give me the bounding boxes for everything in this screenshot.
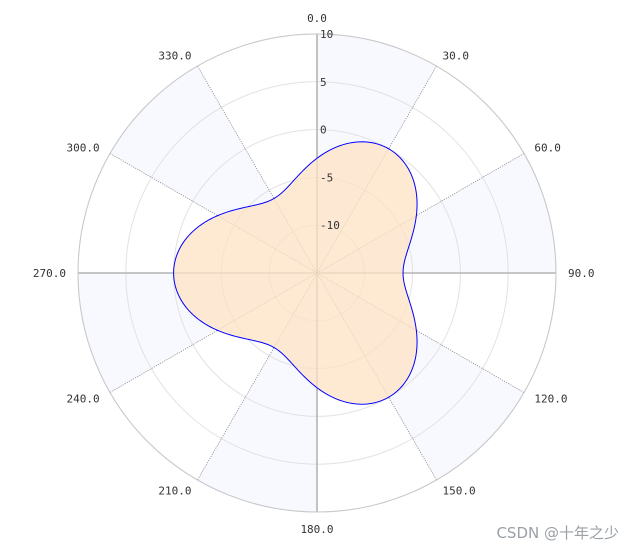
watermark: CSDN @十年之少 [496, 524, 619, 542]
radius-tick-label: 10 [320, 28, 333, 41]
angle-tick-label: 150.0 [443, 484, 476, 497]
outer-ring [77, 33, 557, 513]
angle-tick-label: 300.0 [67, 142, 100, 155]
angle-tick-label: 240.0 [67, 393, 100, 406]
angle-tick-label: 120.0 [534, 393, 567, 406]
radius-tick-label: 5 [320, 76, 327, 89]
angle-tick-label: 60.0 [534, 142, 561, 155]
angle-tick-label: 270.0 [33, 267, 66, 280]
radius-tick-label: 0 [320, 124, 327, 137]
angle-tick-label: 210.0 [158, 484, 191, 497]
angle-tick-label: 30.0 [443, 50, 470, 63]
angle-tick-label: 0.0 [307, 12, 327, 25]
series-layer [173, 141, 418, 405]
angle-tick-labels: 0.0 30.0 60.0 90.0 120.0 150.0 180.0 210.0 240.0… [33, 12, 595, 536]
radius-tick-label: -10 [320, 219, 340, 232]
radius-tick-labels: 10 5 0 -5 -10 [320, 28, 340, 232]
series-area [173, 141, 418, 405]
angle-tick-label: 90.0 [568, 267, 595, 280]
angle-tick-label: 180.0 [300, 523, 333, 536]
radius-tick-label: -5 [320, 171, 333, 184]
angle-tick-label: 330.0 [158, 50, 191, 63]
